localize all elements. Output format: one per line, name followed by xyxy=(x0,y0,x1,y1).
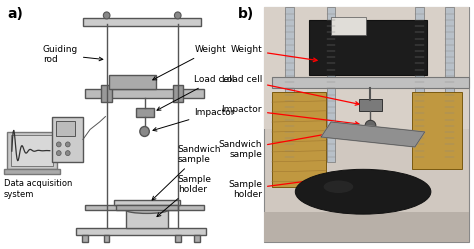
Circle shape xyxy=(56,142,61,147)
Text: Impactor: Impactor xyxy=(153,108,235,131)
Bar xyxy=(285,7,293,162)
Bar xyxy=(331,17,365,35)
Bar xyxy=(173,85,183,102)
Bar xyxy=(56,121,75,136)
Bar xyxy=(114,200,180,205)
Bar xyxy=(264,7,469,242)
Bar xyxy=(101,85,112,102)
Bar xyxy=(264,7,469,129)
Bar xyxy=(7,132,57,169)
Bar xyxy=(194,235,200,242)
Bar xyxy=(76,228,206,235)
Text: Load cell: Load cell xyxy=(222,75,359,105)
Text: Weight: Weight xyxy=(153,45,226,80)
Bar xyxy=(104,235,109,242)
Text: Guiding
rod: Guiding rod xyxy=(43,45,103,64)
Text: b): b) xyxy=(237,7,254,21)
Bar xyxy=(126,210,168,228)
Bar xyxy=(445,7,454,162)
Text: Impactor: Impactor xyxy=(221,105,359,125)
Bar xyxy=(136,108,154,117)
Text: Load cell: Load cell xyxy=(157,75,235,110)
Circle shape xyxy=(103,12,110,19)
Text: Sandwich
sample: Sandwich sample xyxy=(219,131,334,159)
Bar xyxy=(272,92,326,187)
Bar xyxy=(82,235,88,242)
Bar xyxy=(4,169,61,174)
Bar xyxy=(175,235,181,242)
Circle shape xyxy=(56,151,61,156)
Bar xyxy=(359,99,382,111)
Bar xyxy=(327,7,336,162)
Bar xyxy=(309,20,427,75)
Bar xyxy=(415,7,424,162)
Bar xyxy=(10,135,53,166)
Bar xyxy=(109,75,156,89)
Ellipse shape xyxy=(126,206,168,213)
Text: a): a) xyxy=(7,7,23,21)
Text: Sample
holder: Sample holder xyxy=(228,179,317,199)
Bar xyxy=(83,18,201,26)
Bar xyxy=(264,212,469,242)
Circle shape xyxy=(365,120,376,131)
Polygon shape xyxy=(321,122,425,147)
Ellipse shape xyxy=(324,181,353,193)
Text: Data acquisition
system: Data acquisition system xyxy=(4,179,72,199)
Text: Weight: Weight xyxy=(230,45,317,62)
Bar xyxy=(272,77,469,88)
Text: Sample
holder: Sample holder xyxy=(157,175,212,217)
Bar xyxy=(85,89,204,98)
Text: Sandwich
sample: Sandwich sample xyxy=(152,145,221,200)
Circle shape xyxy=(174,12,181,19)
Circle shape xyxy=(65,142,70,147)
Circle shape xyxy=(65,151,70,156)
Bar xyxy=(412,92,462,169)
Bar xyxy=(52,117,83,162)
Bar xyxy=(85,205,204,210)
Circle shape xyxy=(140,126,149,136)
Ellipse shape xyxy=(295,169,431,214)
Bar xyxy=(116,205,178,210)
